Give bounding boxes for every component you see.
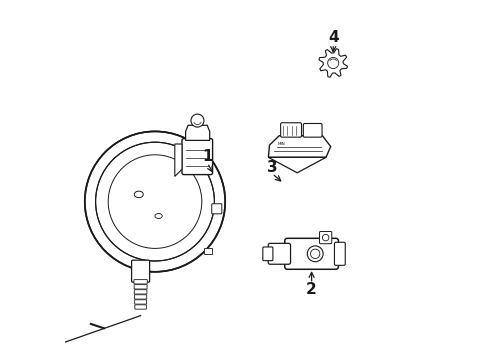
Text: MIN: MIN [277,142,285,146]
Circle shape [96,142,215,261]
Circle shape [307,246,323,262]
Circle shape [191,114,204,127]
FancyBboxPatch shape [134,290,147,294]
FancyBboxPatch shape [204,248,212,254]
FancyBboxPatch shape [182,139,213,175]
Polygon shape [269,136,331,157]
Circle shape [85,131,225,272]
FancyBboxPatch shape [335,242,345,265]
FancyBboxPatch shape [212,204,222,214]
FancyBboxPatch shape [281,123,301,137]
FancyBboxPatch shape [132,260,149,282]
Text: 2: 2 [306,282,317,297]
FancyBboxPatch shape [319,231,332,244]
Polygon shape [186,125,210,140]
Polygon shape [319,49,347,77]
Text: 3: 3 [267,160,277,175]
Text: 4: 4 [328,30,339,45]
Text: 1: 1 [202,149,213,164]
Polygon shape [269,157,326,173]
FancyBboxPatch shape [134,295,147,299]
FancyBboxPatch shape [263,247,273,261]
FancyBboxPatch shape [268,243,291,264]
FancyBboxPatch shape [303,123,322,137]
FancyBboxPatch shape [135,305,147,309]
FancyBboxPatch shape [285,238,339,269]
FancyBboxPatch shape [135,300,147,304]
FancyBboxPatch shape [134,285,147,289]
Polygon shape [175,144,182,176]
FancyBboxPatch shape [134,280,147,284]
